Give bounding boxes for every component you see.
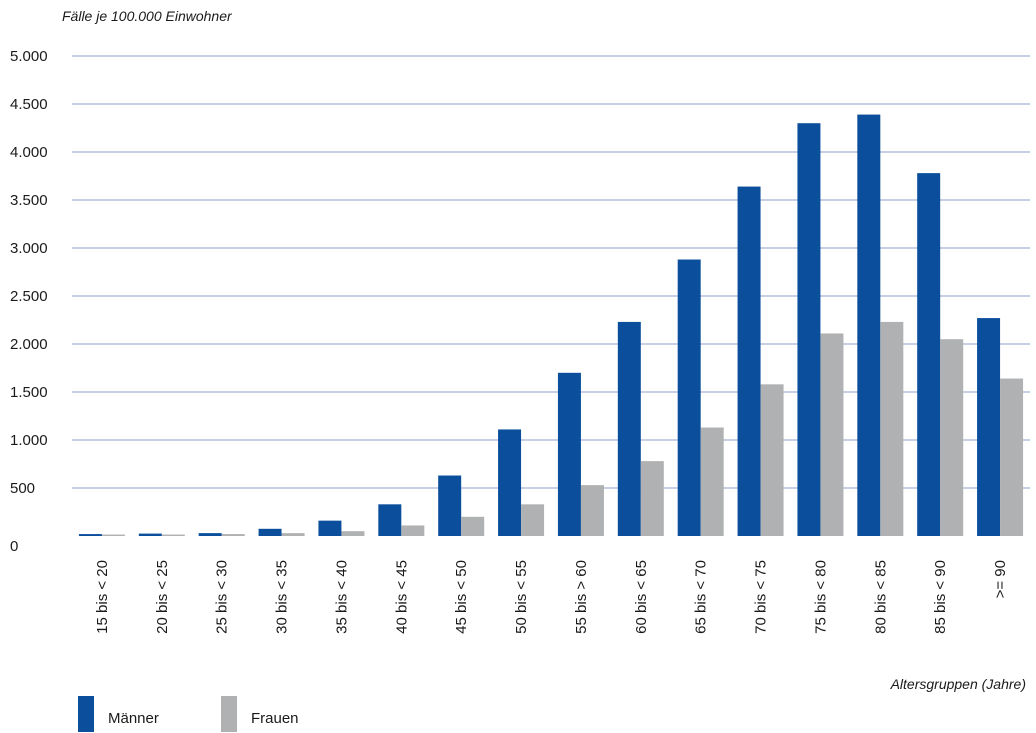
x-tick-label: 80 bis < 85 — [872, 560, 889, 634]
legend-label-maenner: Männer — [108, 710, 159, 727]
y-tick-label: 500 — [10, 480, 35, 497]
legend: Männer Frauen — [78, 694, 398, 732]
bar-frauen — [281, 533, 305, 536]
x-tick-label: 60 bis < 65 — [633, 560, 650, 634]
x-tick-label: 25 bis < 30 — [214, 560, 231, 634]
y-tick-label: 3.000 — [10, 240, 48, 257]
bar-maenner — [557, 372, 581, 536]
x-tick-label: 50 bis < 55 — [513, 560, 530, 634]
bar-maenner — [258, 528, 282, 536]
bar-maenner — [138, 533, 162, 536]
legend-swatch-frauen — [221, 696, 237, 732]
bar-frauen — [1000, 378, 1024, 536]
bar-maenner — [977, 318, 1001, 536]
y-tick-label: 0 — [10, 538, 18, 555]
bar-maenner — [677, 259, 701, 536]
x-tick-label: 15 bis < 20 — [94, 560, 111, 634]
legend-label-frauen: Frauen — [251, 710, 299, 727]
bar-maenner — [318, 520, 342, 536]
x-axis-title: Altersgruppen (Jahre) — [890, 676, 1026, 692]
bar-maenner — [737, 186, 761, 536]
bar-frauen — [221, 534, 245, 536]
y-tick-label: 3.500 — [10, 192, 48, 209]
bar-frauen — [461, 516, 485, 536]
x-tick-label: 30 bis < 35 — [274, 560, 291, 634]
bar-frauen — [820, 333, 844, 536]
bar-frauen — [521, 504, 545, 536]
y-tick-label: 5.000 — [10, 48, 48, 65]
x-tick-labels: 15 bis < 20 20 bis < 25 25 bis < 30 30 bis … — [94, 560, 1009, 634]
x-tick-label: 70 bis < 75 — [753, 560, 770, 634]
bar-maenner — [917, 173, 941, 536]
bar-frauen — [760, 384, 784, 536]
bar-maenner — [617, 321, 641, 536]
bar-maenner — [198, 533, 222, 536]
bar-maenner — [797, 123, 821, 536]
bar-frauen — [401, 525, 425, 536]
y-tick-label: 2.000 — [10, 336, 48, 353]
y-tick-labels: 0 500 1.000 1.500 2.000 2.500 3.000 3.500 4.000 4… — [10, 48, 48, 555]
x-tick-label: 35 bis < 40 — [333, 560, 350, 634]
y-axis-title: Fälle je 100.000 Einwohner — [62, 8, 232, 24]
x-tick-label: 65 bis < 70 — [693, 560, 710, 634]
x-tick-label: >= 90 — [992, 560, 1009, 598]
bar-frauen — [341, 531, 365, 536]
bar-maenner — [498, 429, 522, 536]
bar-maenner — [438, 475, 462, 536]
x-tick-label: 40 bis < 45 — [393, 560, 410, 634]
bar-frauen — [880, 321, 904, 536]
bar-maenner — [78, 534, 102, 536]
bars — [78, 114, 1024, 536]
y-tick-label: 4.500 — [10, 96, 48, 113]
y-tick-label: 2.500 — [10, 288, 48, 305]
bar-frauen — [161, 534, 185, 536]
y-tick-label: 1.500 — [10, 384, 48, 401]
legend-swatch-maenner — [78, 696, 94, 732]
bar-frauen — [101, 534, 125, 536]
bar-frauen — [640, 461, 664, 536]
y-tick-label: 1.000 — [10, 432, 48, 449]
x-tick-label: 75 bis < 80 — [812, 560, 829, 634]
bar-frauen — [700, 427, 724, 536]
bar-frauen — [580, 485, 604, 536]
x-tick-label: 20 bis < 25 — [154, 560, 171, 634]
bar-frauen — [940, 339, 964, 536]
x-tick-label: 45 bis < 50 — [453, 560, 470, 634]
x-tick-label: 55 bis > 60 — [573, 560, 590, 634]
bar-maenner — [378, 504, 402, 536]
x-tick-label: 85 bis < 90 — [932, 560, 949, 634]
bar-maenner — [857, 114, 881, 536]
y-tick-label: 4.000 — [10, 144, 48, 161]
